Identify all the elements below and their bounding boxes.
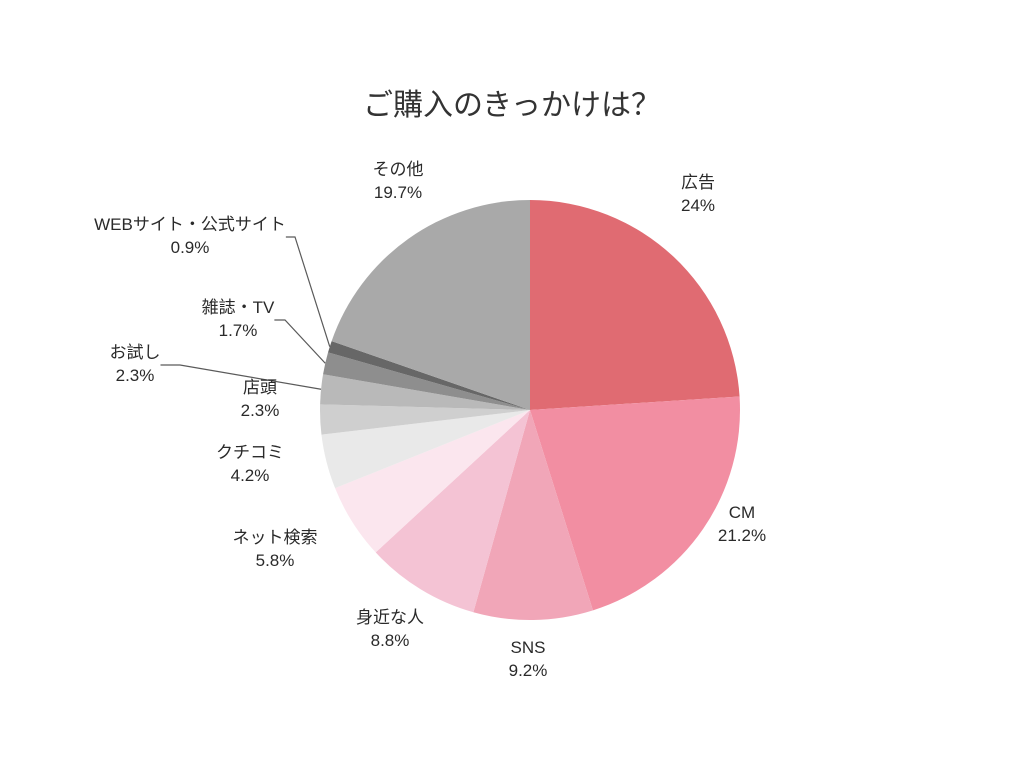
pie-label: 広告 24% bbox=[681, 172, 715, 218]
pie-slice bbox=[530, 200, 740, 410]
pie-label: クチコミ 4.2% bbox=[216, 442, 284, 488]
pie-label-name: 店頭 bbox=[243, 378, 277, 397]
pie-label: CM 21.2% bbox=[718, 502, 766, 548]
chart-stage: ご購入のきっかけは？ 広告24%CM21.2%SNS9.2%身近な人8.8%ネッ… bbox=[0, 0, 1024, 768]
pie-label-pct: 24% bbox=[681, 196, 715, 215]
pie-label-pct: 2.3% bbox=[116, 366, 155, 385]
pie-label-name: CM bbox=[729, 503, 755, 522]
pie-label-name: 雑誌・TV bbox=[202, 298, 275, 317]
pie-label: WEBサイト・公式サイト 0.9% bbox=[94, 214, 286, 260]
pie-label-name: クチコミ bbox=[216, 443, 284, 462]
pie-label-name: その他 bbox=[373, 160, 424, 179]
pie-label: SNS 9.2% bbox=[509, 637, 548, 683]
pie-label-name: 身近な人 bbox=[356, 608, 424, 627]
pie-label: その他 19.7% bbox=[373, 159, 424, 205]
leader-line bbox=[286, 237, 330, 347]
pie-label-name: お試し bbox=[110, 343, 161, 362]
pie-label-pct: 8.8% bbox=[371, 631, 410, 650]
pie-label-name: WEBサイト・公式サイト bbox=[94, 215, 286, 234]
pie-label: 雑誌・TV 1.7% bbox=[202, 297, 275, 343]
leader-line bbox=[274, 320, 325, 363]
pie-label-name: SNS bbox=[511, 638, 546, 657]
pie-label-pct: 2.3% bbox=[241, 401, 280, 420]
pie-label-pct: 1.7% bbox=[219, 321, 258, 340]
pie-label-pct: 4.2% bbox=[231, 466, 270, 485]
pie-label-pct: 9.2% bbox=[509, 661, 548, 680]
pie-label: ネット検索 5.8% bbox=[233, 527, 318, 573]
pie-label-pct: 21.2% bbox=[718, 526, 766, 545]
pie-label-name: 広告 bbox=[681, 173, 715, 192]
pie-label: お試し 2.3% bbox=[110, 342, 161, 388]
pie-label-name: ネット検索 bbox=[233, 528, 318, 547]
pie-label: 店頭 2.3% bbox=[241, 377, 280, 423]
pie-label-pct: 0.9% bbox=[171, 238, 210, 257]
pie-label-pct: 5.8% bbox=[256, 551, 295, 570]
pie-label-pct: 19.7% bbox=[374, 183, 422, 202]
pie-label: 身近な人 8.8% bbox=[356, 607, 424, 653]
